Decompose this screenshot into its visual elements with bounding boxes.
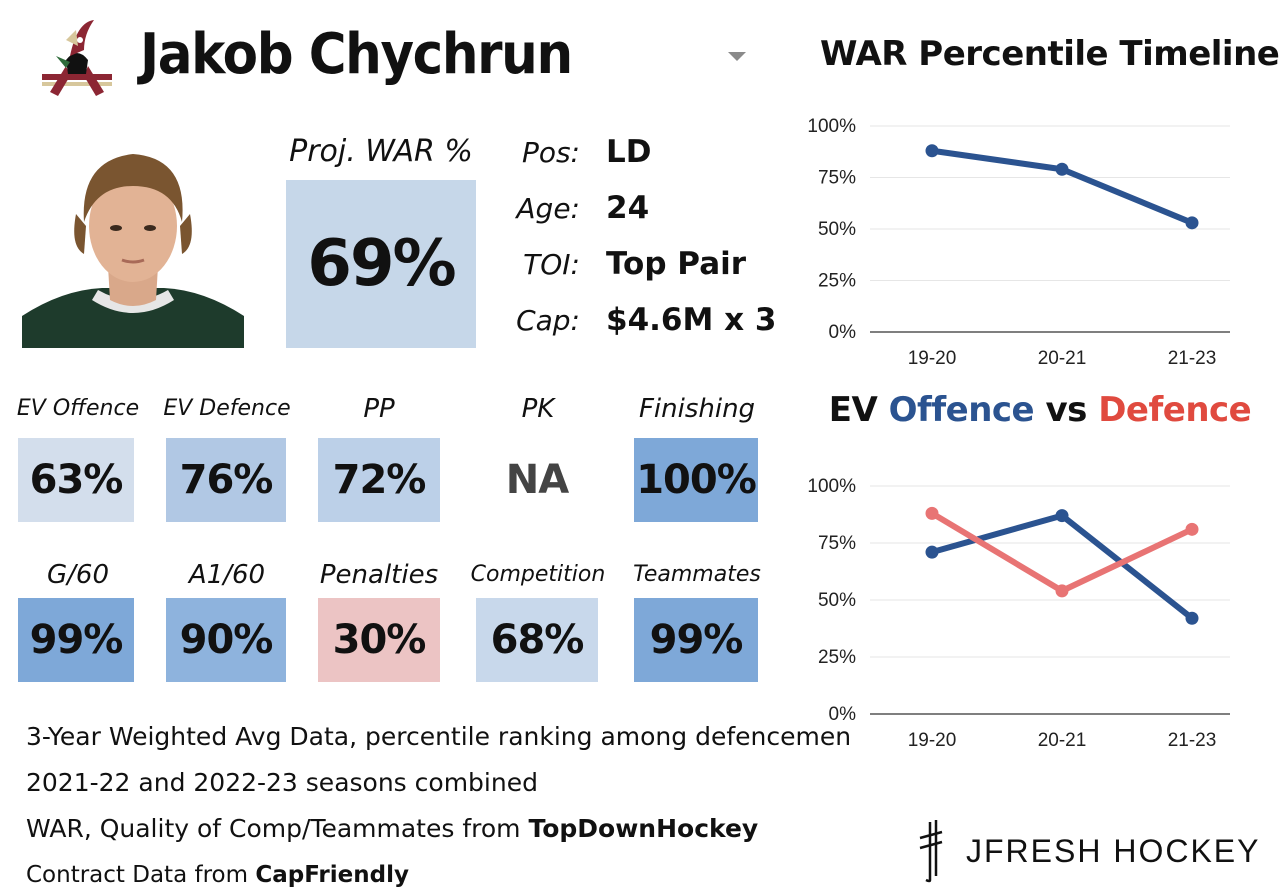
- ev-offence-value: 63%: [18, 438, 134, 522]
- a160-label: A1/60: [188, 560, 266, 590]
- footer-note-2: 2021-22 and 2022-23 seasons combined: [26, 768, 538, 797]
- proj-war-value: 69%: [286, 180, 476, 348]
- pk-label: PK: [521, 394, 555, 424]
- pp-label: PP: [363, 394, 395, 424]
- y-tick-label: 0%: [829, 704, 857, 725]
- teammates-value: 99%: [634, 598, 758, 682]
- finishing-label: Finishing: [638, 394, 756, 424]
- jfresh-logo-icon: [919, 820, 943, 883]
- cap-value: $4.6M x 3: [606, 302, 777, 338]
- pos-label: Pos:: [521, 136, 580, 169]
- toi-value: Top Pair: [606, 246, 747, 282]
- age-label: Age:: [516, 192, 580, 225]
- data-point: [1185, 522, 1199, 536]
- ev-offence-vs-defence-chart: 0% 25% 50% 75% 100% 19-20 20-21 21-23: [807, 476, 1230, 751]
- y-tick-label: 25%: [818, 271, 856, 292]
- data-point: [1185, 216, 1199, 230]
- topdownhockey-source: TopDownHockey: [528, 814, 759, 843]
- data-point: [1185, 611, 1199, 625]
- war-timeline-title: WAR Percentile Timeline: [820, 34, 1280, 74]
- data-point: [1055, 509, 1069, 523]
- data-point: [1055, 162, 1069, 176]
- y-tick-label: 0%: [829, 322, 857, 343]
- x-tick-label: 21-23: [1168, 348, 1217, 369]
- ev-offence-vs-defence-title: EV Offence vs Defence: [828, 390, 1252, 430]
- brand-text: JFRESH HOCKEY: [966, 833, 1260, 869]
- y-tick-label: 75%: [818, 168, 856, 189]
- series-line: [929, 512, 1195, 622]
- player-dropdown-chevron-icon[interactable]: [728, 52, 746, 61]
- data-point: [925, 506, 939, 520]
- war-timeline-chart: 0% 25% 50% 75% 100% 19-20 20-21 21-23: [807, 116, 1230, 369]
- g60-label: G/60: [47, 560, 109, 590]
- ev-defence-value: 76%: [166, 438, 286, 522]
- age-value: 24: [606, 190, 650, 226]
- y-tick-label: 25%: [818, 647, 856, 668]
- teammates-label: Teammates: [633, 562, 761, 587]
- ev-offence-label: EV Offence: [16, 396, 140, 421]
- pk-value: NA: [505, 457, 569, 503]
- a160-value: 90%: [166, 598, 286, 682]
- finishing-value: 100%: [634, 438, 758, 522]
- y-tick-label: 100%: [807, 116, 856, 137]
- penalties-label: Penalties: [319, 560, 439, 590]
- data-point: [925, 545, 939, 559]
- proj-war-label: Proj. WAR %: [289, 134, 473, 169]
- competition-value: 68%: [476, 598, 598, 682]
- pp-value: 72%: [318, 438, 440, 522]
- footer-note-3: WAR, Quality of Comp/Teammates from TopD…: [26, 814, 759, 843]
- g60-value: 99%: [18, 598, 134, 682]
- series-line: [929, 147, 1195, 226]
- penalties-value: 30%: [318, 598, 440, 682]
- y-tick-label: 50%: [818, 590, 856, 611]
- competition-label: Competition: [470, 562, 606, 587]
- y-tick-label: 50%: [818, 219, 856, 240]
- x-tick-label: 21-23: [1168, 730, 1217, 751]
- x-tick-label: 20-21: [1038, 730, 1087, 751]
- footer-note-4: Contract Data from CapFriendly: [26, 862, 409, 888]
- toi-label: TOI:: [523, 248, 580, 281]
- y-tick-label: 75%: [818, 533, 856, 554]
- pos-value: LD: [606, 134, 652, 170]
- series-line: [929, 510, 1195, 594]
- ev-defence-label: EV Defence: [163, 396, 291, 421]
- capfriendly-source: CapFriendly: [255, 862, 409, 888]
- x-tick-label: 19-20: [908, 348, 957, 369]
- player-name: Jakob Chychrun: [140, 22, 573, 87]
- data-point: [925, 144, 939, 158]
- x-tick-label: 20-21: [1038, 348, 1087, 369]
- team-logo: [36, 16, 118, 100]
- jfresh-hockey-brand: JFRESH HOCKEY: [912, 818, 1272, 884]
- footer-note-1: 3-Year Weighted Avg Data, percentile ran…: [26, 722, 852, 751]
- player-headshot: [22, 130, 244, 348]
- x-tick-label: 19-20: [908, 730, 957, 751]
- y-tick-label: 100%: [807, 476, 856, 497]
- cap-label: Cap:: [516, 304, 580, 337]
- data-point: [1055, 584, 1069, 598]
